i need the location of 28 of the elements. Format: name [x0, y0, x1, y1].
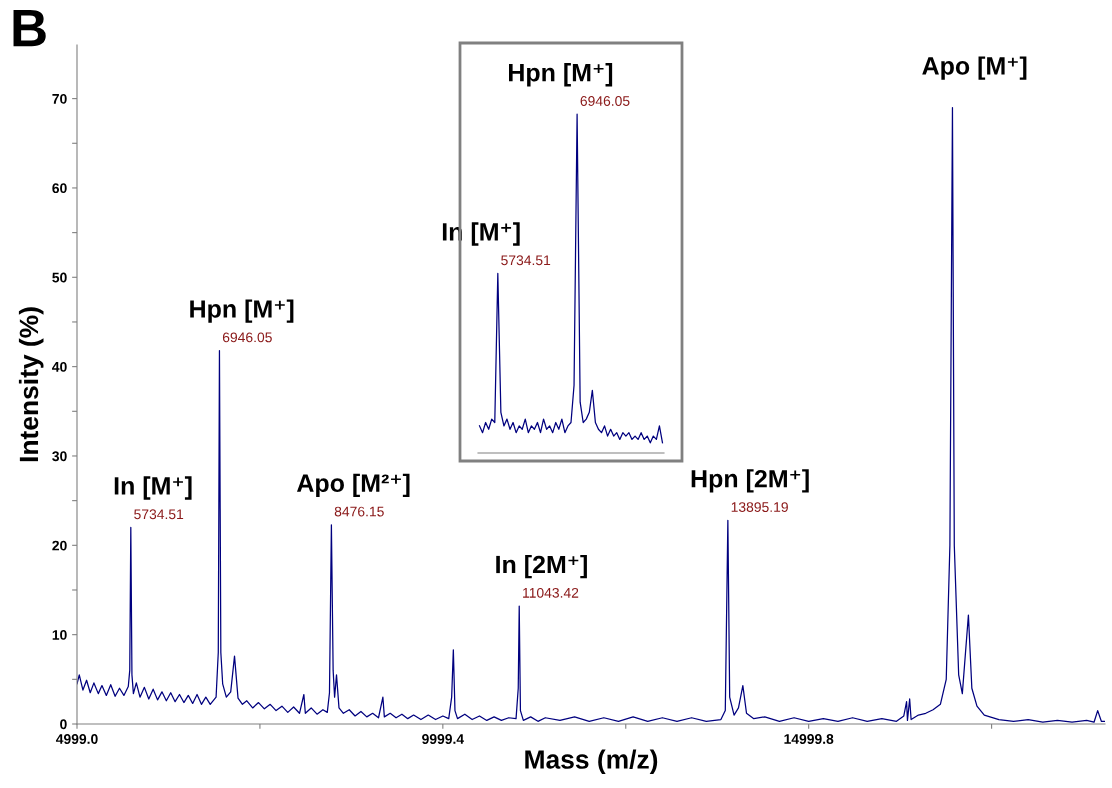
x-tick-label: 9999.4	[422, 734, 465, 744]
x-tick-label: 14999.8	[784, 734, 834, 744]
annotation: Hpn [2M⁺]	[691, 469, 809, 493]
y-axis-title: Intensity (%)	[18, 307, 44, 462]
y-tick-label: 30	[52, 451, 67, 462]
annotation: 11043.42	[523, 587, 579, 598]
y-tick-label: 20	[52, 540, 67, 551]
y-tick-label: 70	[52, 93, 67, 104]
y-tick-label: 50	[52, 272, 67, 283]
annotation: 5734.51	[134, 509, 184, 520]
y-tick-label: 0	[60, 719, 67, 730]
annotation: In [M⁺]	[114, 476, 192, 500]
x-axis-title: Mass (m/z)	[525, 749, 658, 775]
y-tick-label: 10	[52, 629, 67, 640]
y-tick-label: 40	[52, 361, 67, 372]
y-tick-label: 60	[52, 183, 67, 194]
annotation: 6946.05	[580, 96, 630, 106]
annotation: In [2M⁺]	[496, 554, 587, 579]
annotation: Apo [M⁺]	[922, 56, 1027, 80]
annotation: 8476.15	[334, 506, 384, 517]
annotation: Hpn [M⁺]	[190, 299, 294, 323]
chart-title: B	[13, 9, 46, 47]
annotation: 6946.05	[222, 332, 272, 343]
annotation: 13895.19	[731, 502, 788, 512]
annotation: Hpn [M⁺]	[509, 63, 613, 87]
annotation: Apo [M²⁺]	[296, 473, 410, 497]
annotation: 5734.51	[501, 255, 551, 266]
x-tick-label: 4999.0	[55, 734, 98, 744]
